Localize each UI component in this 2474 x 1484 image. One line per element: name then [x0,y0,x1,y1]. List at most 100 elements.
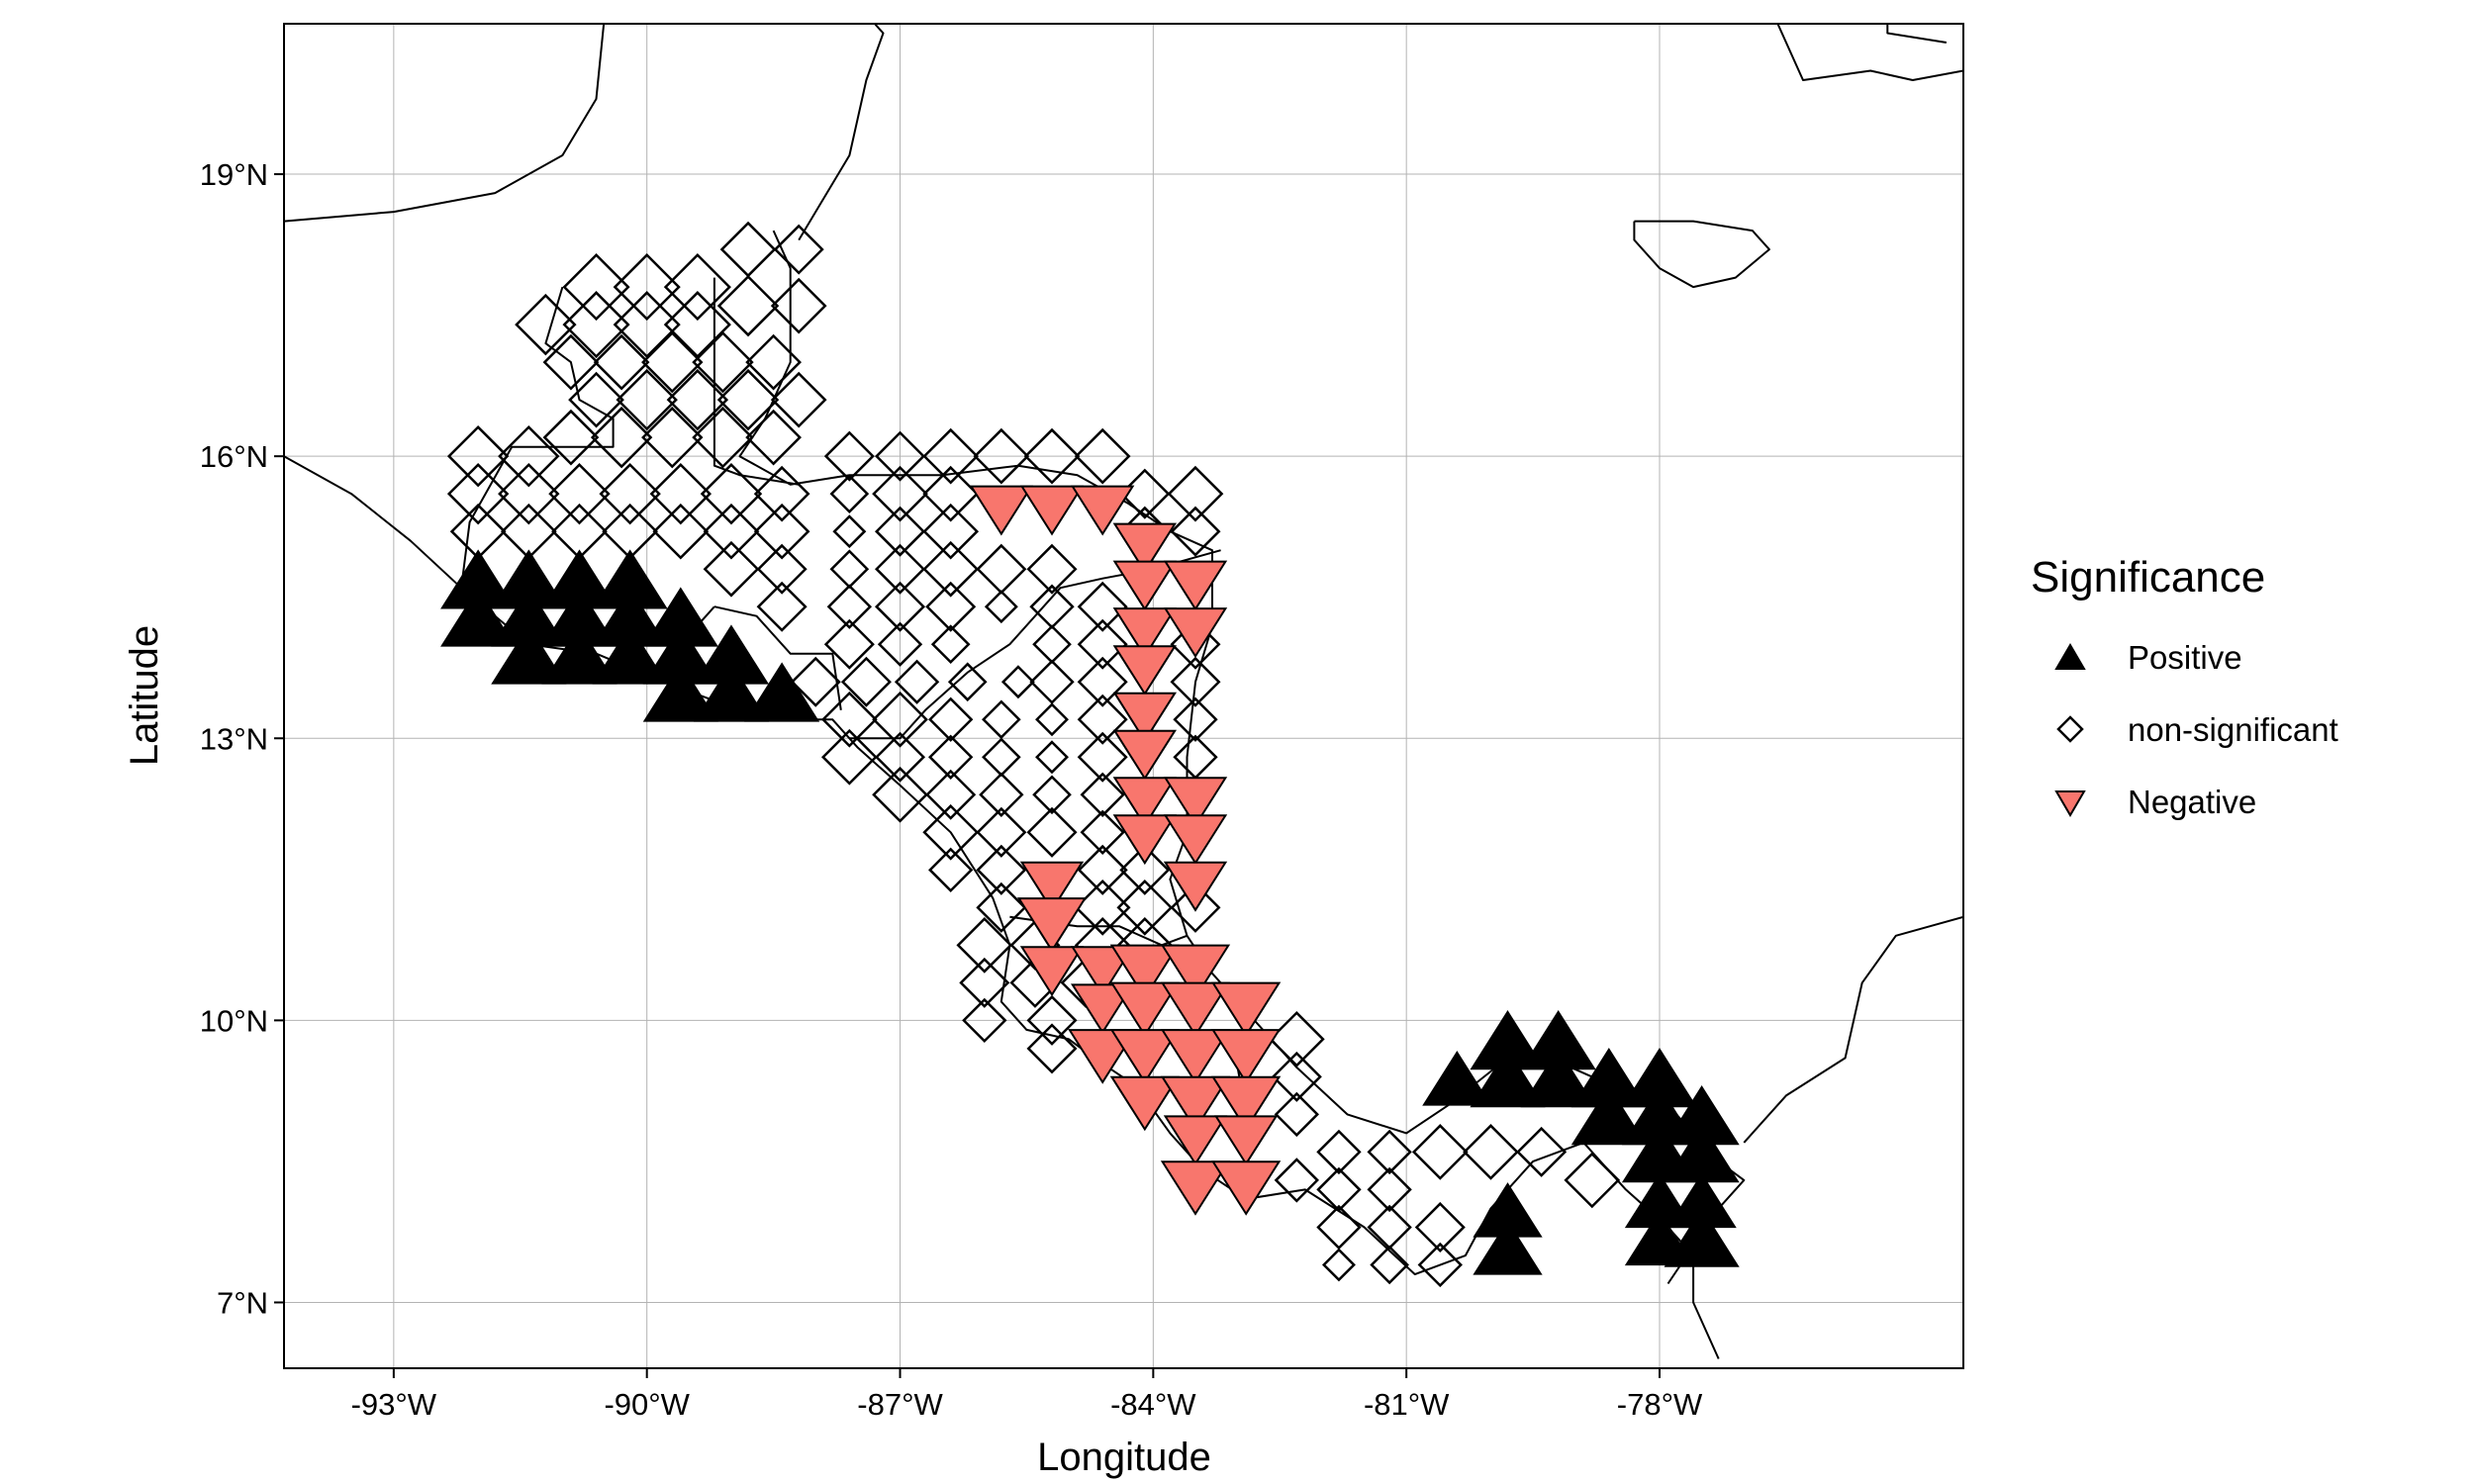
legend-item-positive[interactable]: Positive [2054,639,2242,676]
point-non-significant [928,847,974,892]
point-non-significant [872,766,928,823]
point-non-significant [840,656,892,707]
point-non-significant [770,277,827,334]
coastline [1743,915,1963,1144]
legend-label-positive: Positive [2128,639,2242,676]
point-non-significant [973,427,1030,485]
x-tick-label: -87°W [857,1387,943,1422]
point-negative [1112,729,1178,781]
point-non-significant [542,333,600,391]
point-non-significant [599,462,661,525]
point-non-significant [703,540,760,598]
coastline [798,24,885,241]
point-non-significant [1516,1126,1568,1177]
legend-label-non-significant: non-significant [2128,711,2338,748]
point-non-significant [984,590,1018,624]
y-tick-label: 19°N [200,157,268,192]
point-negative [1163,560,1228,611]
y-tick-label: 7°N [217,1285,268,1320]
point-non-significant [956,916,1013,974]
y-tick-label: 10°N [200,1003,268,1038]
coastline [284,24,606,223]
point-non-significant [1080,809,1125,855]
point-negative [1160,1029,1231,1084]
point-non-significant [1026,806,1078,858]
point-non-significant [962,997,1007,1044]
panel-border [283,23,1964,1369]
x-tick-label: -78°W [1617,1387,1703,1422]
point-non-significant [753,465,810,522]
point-non-significant [613,291,681,359]
points [440,221,1740,1288]
point-positive [541,624,618,685]
point-non-significant [1035,702,1069,737]
point-non-significant [823,430,875,482]
point-negative [1163,1115,1228,1166]
point-non-significant [1274,1158,1319,1203]
point-non-significant [562,253,630,322]
point-non-significant [1411,1124,1469,1180]
x-tick-label: -84°W [1110,1387,1196,1422]
point-non-significant [666,368,729,431]
y-axis-title: Latitude [123,625,166,766]
point-positive [1664,1207,1740,1267]
point-non-significant [692,330,754,394]
point-non-significant [874,506,926,557]
point-non-significant [1077,694,1128,745]
point-non-significant [515,293,577,356]
point-positive [1473,1220,1543,1275]
point-non-significant [872,465,928,522]
point-negative [1070,983,1135,1035]
point-non-significant [1316,1204,1362,1251]
point-non-significant [820,691,878,748]
point-non-significant [548,462,611,525]
point-non-significant [692,406,754,469]
point-negative [1112,522,1178,574]
point-negative [1019,861,1085,912]
point-non-significant [976,881,1027,933]
point-non-significant [1271,1051,1322,1102]
point-negative [1211,1160,1282,1216]
point-non-significant [1119,844,1171,895]
point-non-significant [1077,618,1128,670]
legend-title: Significance [2031,553,2265,602]
point-non-significant [874,731,926,783]
point-positive [491,624,567,685]
point-non-significant [1074,427,1131,485]
point-negative [1163,777,1228,828]
point-non-significant [1000,665,1035,699]
point-non-significant [925,581,977,632]
coastline [713,277,800,486]
point-negative [1112,607,1178,659]
point-negative [1109,944,1180,1000]
point-non-significant [1316,1129,1362,1175]
point-non-significant [1370,1245,1409,1285]
point-non-significant [1173,696,1218,742]
point-positive [1570,1085,1647,1146]
y-tick-label: 13°N [200,721,268,756]
point-non-significant [922,427,980,485]
legend-label-negative: Negative [2128,784,2256,820]
point-non-significant [1026,994,1078,1046]
point-negative [1163,814,1228,866]
point-non-significant [922,803,980,861]
legend-item-negative[interactable]: Negative [2054,784,2256,820]
point-positive [642,662,718,722]
point-non-significant [590,406,653,469]
y-axis-ticks: 7°N 10°N 13°N 16°N 19°N [200,157,284,1320]
point-non-significant [1414,1201,1466,1252]
legend-item-non-significant[interactable]: non-significant [2056,711,2338,748]
point-non-significant [930,624,971,665]
point-positive [744,662,820,722]
point-non-significant [872,691,928,748]
x-tick-label: -81°W [1364,1387,1450,1422]
point-non-significant [663,291,731,359]
point-non-significant [663,253,731,322]
point-non-significant [823,618,875,670]
point-negative [1019,485,1085,536]
point-non-significant [1035,740,1069,775]
point-positive [1470,1048,1546,1108]
coastline [714,605,842,710]
point-non-significant [1170,506,1221,557]
point-non-significant [716,274,780,337]
